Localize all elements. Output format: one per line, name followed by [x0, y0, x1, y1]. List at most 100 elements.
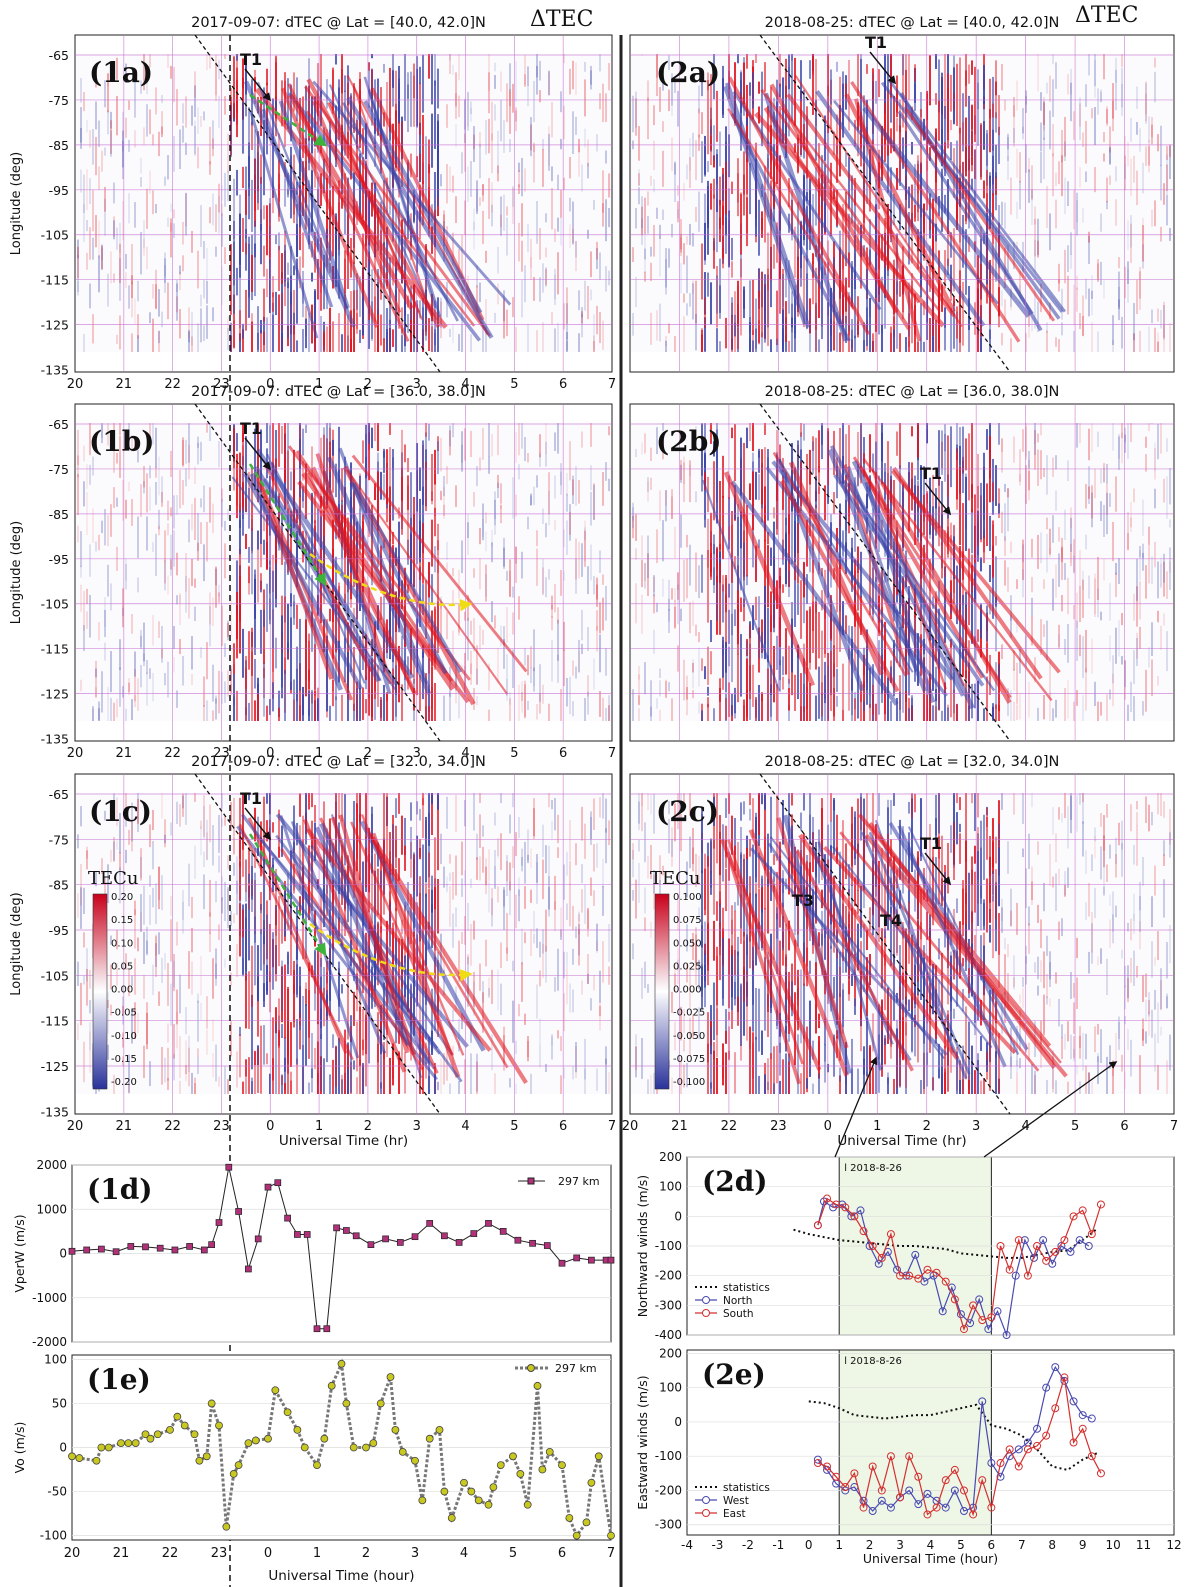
dtec-streak — [572, 660, 574, 676]
dtec-streak — [1040, 122, 1042, 152]
dtec-streak — [662, 121, 664, 133]
dtec-streak — [812, 540, 814, 551]
dtec-streak — [278, 417, 280, 467]
dtec-streak — [647, 97, 649, 140]
dtec-tid-stripe — [291, 850, 463, 1083]
dtec-streak — [995, 112, 997, 133]
dtec-streak — [296, 230, 298, 258]
dtec-streak — [341, 334, 343, 352]
dtec-streak — [113, 837, 115, 862]
dtec-streak — [1070, 517, 1072, 552]
dtec-streak — [359, 687, 361, 721]
dtec-streak — [983, 73, 985, 150]
dtec-streak — [263, 1025, 265, 1065]
dtec-streak — [137, 335, 139, 352]
dtec-streak — [539, 664, 541, 702]
dtec-streak — [284, 890, 286, 937]
dtec-streak — [854, 234, 856, 290]
dtec-streak — [104, 186, 106, 212]
dtec-streak — [83, 481, 85, 507]
dtec-streak — [779, 50, 781, 87]
dtec-streak — [515, 1040, 517, 1055]
dtec-streak — [752, 419, 754, 452]
dtec-streak — [1136, 122, 1138, 135]
dtec-streak — [794, 498, 796, 552]
dtec-streak — [125, 708, 127, 721]
dtec-streak — [590, 816, 592, 846]
dtec-streak — [353, 1060, 355, 1070]
dtec-streak — [314, 805, 316, 823]
dtec-streak — [707, 518, 709, 568]
dtec-streak — [749, 338, 751, 352]
dtec-streak — [1055, 699, 1057, 718]
dtec-streak — [761, 71, 763, 147]
dtec-streak — [1142, 225, 1144, 262]
dtec-streak — [767, 531, 769, 545]
dtec-streak — [242, 481, 244, 508]
dtec-streak — [1127, 512, 1129, 550]
dtec-streak — [473, 618, 475, 652]
dtec-streak — [1037, 301, 1039, 332]
dtec-streak — [368, 62, 370, 71]
dtec-streak — [785, 301, 787, 342]
dtec-streak — [737, 590, 739, 645]
dtec-streak — [911, 141, 913, 155]
no-data-bottom — [76, 1094, 611, 1113]
dtec-streak — [938, 476, 940, 547]
dtec-streak — [875, 305, 877, 352]
dtec-streak — [995, 144, 997, 179]
dtec-streak — [1055, 172, 1057, 187]
dtec-streak — [176, 595, 178, 605]
dtec-streak — [800, 134, 802, 157]
dtec-streak — [701, 330, 703, 352]
dtec-streak — [443, 487, 445, 519]
dtec-streak — [539, 693, 541, 714]
dtec-streak — [434, 957, 436, 1031]
dtec-streak — [293, 289, 295, 329]
dtec-streak — [1070, 82, 1072, 122]
dtec-streak — [191, 673, 193, 685]
dtec-streak — [842, 663, 844, 710]
dtec-streak — [161, 311, 163, 328]
dtec-streak — [80, 565, 82, 578]
dtec-streak — [491, 542, 493, 563]
dtec-streak — [866, 99, 868, 145]
dtec-streak — [596, 625, 598, 652]
dtec-streak — [182, 103, 184, 124]
dtec-streak — [104, 597, 106, 627]
dtec-streak — [122, 686, 124, 698]
dtec-streak — [323, 254, 325, 283]
dtec-tid-stripe — [256, 81, 349, 310]
dtec-streak — [866, 126, 868, 204]
dtec-streak — [332, 186, 334, 215]
dtec-streak — [398, 65, 400, 124]
dtec-streak — [257, 131, 259, 192]
dtec-streak — [1109, 126, 1111, 153]
dtec-streak — [1043, 467, 1045, 477]
dtec-streak — [668, 89, 670, 112]
dtec-streak — [101, 420, 103, 444]
dtec-streak — [1124, 427, 1126, 443]
dtec-streak — [452, 232, 454, 266]
dtec-streak — [590, 251, 592, 278]
dtec-streak — [974, 573, 976, 647]
dtec-streak — [638, 187, 640, 205]
dtec-streak — [494, 104, 496, 121]
dtec-streak — [218, 183, 220, 213]
dtec-streak — [1097, 331, 1099, 352]
dtec-streak — [575, 1046, 577, 1078]
dtec-streak — [167, 46, 169, 68]
dtec-streak — [509, 1078, 511, 1088]
dtec-streak — [419, 66, 421, 84]
dtec-streak — [1100, 262, 1102, 286]
dtec-streak — [1058, 279, 1060, 292]
dtec-streak — [821, 267, 823, 340]
dtec-streak — [968, 95, 970, 171]
dtec-streak — [917, 422, 919, 458]
dtec-streak — [332, 849, 334, 897]
dtec-streak — [314, 910, 316, 947]
dtec-streak — [701, 141, 703, 183]
dtec-streak — [425, 421, 427, 437]
dtec-streak — [341, 984, 343, 994]
dtec-streak — [308, 968, 310, 1038]
